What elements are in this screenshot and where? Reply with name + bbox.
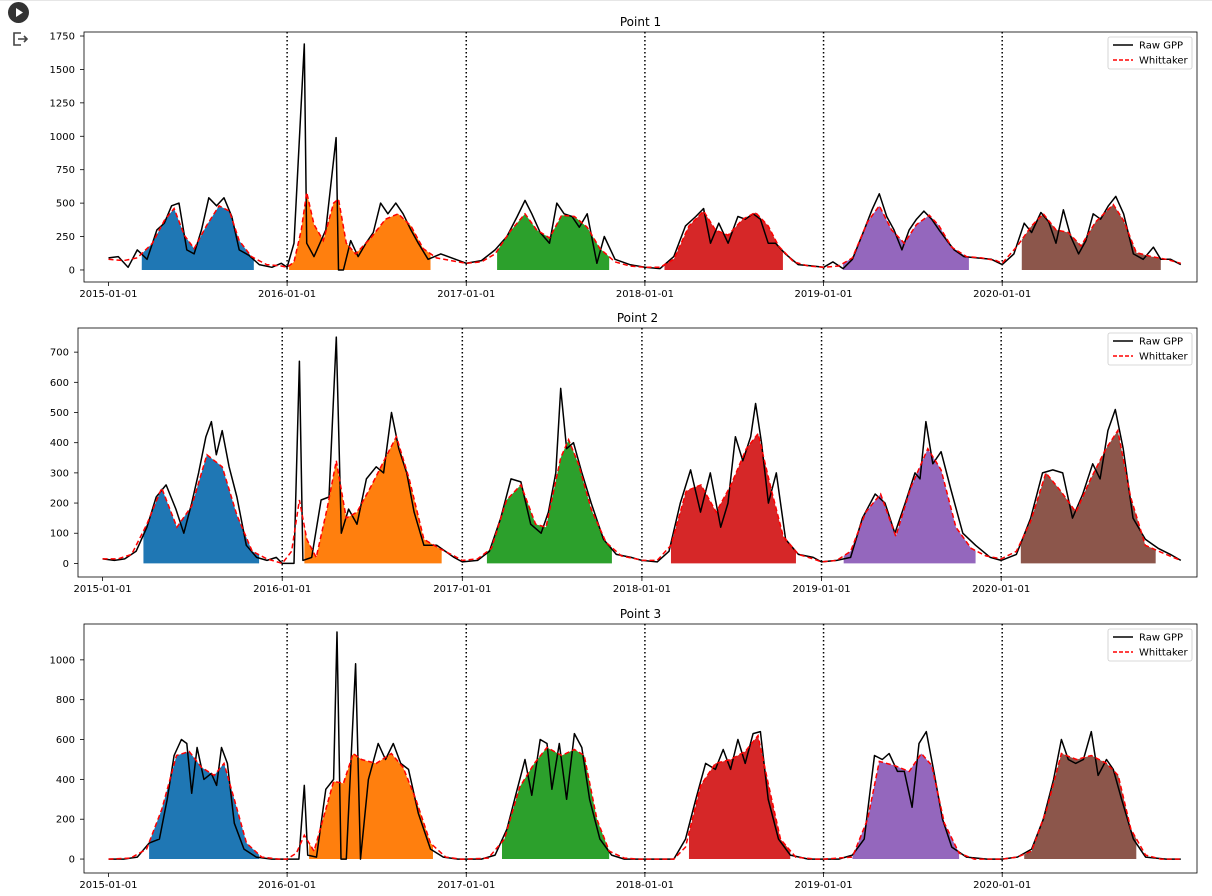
run-cell-button[interactable]	[8, 2, 29, 23]
x-tick-label: 2019-01-01	[792, 584, 850, 595]
axes-frame	[83, 31, 1198, 283]
y-tick-label: 250	[56, 232, 75, 243]
x-tick-label: 2016-01-01	[253, 584, 311, 595]
x-tick-label: 2018-01-01	[616, 880, 674, 891]
x-tick-label: 2017-01-01	[433, 584, 491, 595]
x-tick-label: 2020-01-01	[972, 584, 1030, 595]
legend-label-raw-gpp: Raw GPP	[1139, 41, 1183, 52]
y-tick-label: 500	[50, 408, 69, 419]
x-tick-label: 2018-01-01	[616, 289, 674, 300]
y-tick-label: 200	[50, 499, 69, 510]
y-tick-label: 100	[50, 529, 69, 540]
season-fill-4	[688, 735, 791, 860]
legend-label-raw-gpp: Raw GPP	[1139, 633, 1183, 644]
plot-area	[84, 624, 1197, 873]
y-tick-label: 400	[50, 438, 69, 449]
x-tick-label: 2020-01-01	[973, 289, 1031, 300]
y-tick-label: 1750	[50, 32, 75, 43]
chart-panel-1: 2015-01-01 2016-01-01 2017-01-01 2018-01-01…	[50, 15, 1198, 300]
season-fill-6	[1020, 430, 1156, 564]
series-whittaker	[108, 192, 1181, 269]
chart-panel-3: 2015-01-01 2016-01-01 2017-01-01 2018-01-01…	[50, 607, 1198, 891]
season-fill-1	[141, 205, 254, 270]
y-tick-label: 200	[56, 815, 75, 826]
y-tick-label: 1250	[50, 98, 75, 109]
season-fill-4	[664, 211, 783, 270]
y-tick-label: 800	[56, 695, 75, 706]
x-tick-label: 2017-01-01	[437, 880, 495, 891]
y-tick-label: 700	[50, 348, 69, 359]
season-fill-5	[852, 753, 960, 860]
legend: Raw GPP Whittaker	[1107, 628, 1193, 662]
axes-frame	[83, 623, 1198, 874]
legend-label-whittaker: Whittaker	[1139, 648, 1189, 659]
season-fill-2	[304, 436, 442, 564]
y-tick-label: 1000	[50, 132, 75, 143]
legend: Raw GPP Whittaker	[1107, 36, 1193, 70]
play-icon	[16, 8, 23, 17]
x-tick-label: 2019-01-01	[794, 880, 852, 891]
y-tick-label: 1000	[50, 655, 75, 666]
x-tick-label: 2016-01-01	[258, 880, 316, 891]
chart-panel-2: 2015-01-01 2016-01-01 2017-01-01 2018-01-01…	[50, 311, 1198, 595]
x-tick-label: 2017-01-01	[437, 289, 495, 300]
y-tick-label: 0	[69, 265, 75, 276]
chart-title: Point 2	[617, 311, 658, 325]
x-tick-label: 2015-01-01	[79, 880, 137, 891]
season-fill-5	[843, 205, 969, 270]
series-whittaker	[102, 428, 1182, 565]
season-fill-3	[497, 213, 610, 270]
x-tick-label: 2018-01-01	[613, 584, 671, 595]
legend: Raw GPP Whittaker	[1107, 332, 1193, 366]
x-tick-label: 2016-01-01	[258, 289, 316, 300]
y-tick-label: 0	[69, 855, 75, 866]
chart-title: Point 3	[620, 607, 661, 621]
plot-area	[78, 328, 1197, 577]
y-tick-label: 600	[50, 378, 69, 389]
season-fill-3	[486, 439, 612, 564]
season-fill-6	[1024, 753, 1137, 860]
season-fill-6	[1021, 204, 1161, 270]
y-tick-label: 0	[63, 559, 69, 570]
axes-frame	[77, 327, 1198, 578]
y-tick-label: 1500	[50, 65, 75, 76]
season-fill-1	[149, 751, 260, 860]
legend-label-whittaker: Whittaker	[1139, 352, 1189, 363]
season-fill-2	[289, 192, 431, 270]
x-tick-label: 2015-01-01	[79, 289, 137, 300]
x-tick-label: 2019-01-01	[794, 289, 852, 300]
legend-label-whittaker: Whittaker	[1139, 56, 1189, 67]
x-tick-label: 2020-01-01	[973, 880, 1031, 891]
series-whittaker	[108, 733, 1181, 860]
plot-area	[84, 32, 1197, 282]
season-fill-3	[501, 747, 610, 860]
chart-title: Point 1	[620, 15, 661, 29]
season-fill-1	[143, 454, 260, 564]
y-tick-label: 500	[56, 199, 75, 210]
y-tick-label: 300	[50, 468, 69, 479]
series-raw-gpp	[108, 43, 1182, 271]
legend-label-raw-gpp: Raw GPP	[1139, 337, 1183, 348]
y-tick-label: 400	[56, 775, 75, 786]
x-tick-label: 2015-01-01	[74, 584, 132, 595]
y-tick-label: 750	[56, 165, 75, 176]
y-tick-label: 600	[56, 735, 75, 746]
output-exit-icon[interactable]	[11, 30, 29, 48]
cell-divider	[0, 0, 1212, 1]
